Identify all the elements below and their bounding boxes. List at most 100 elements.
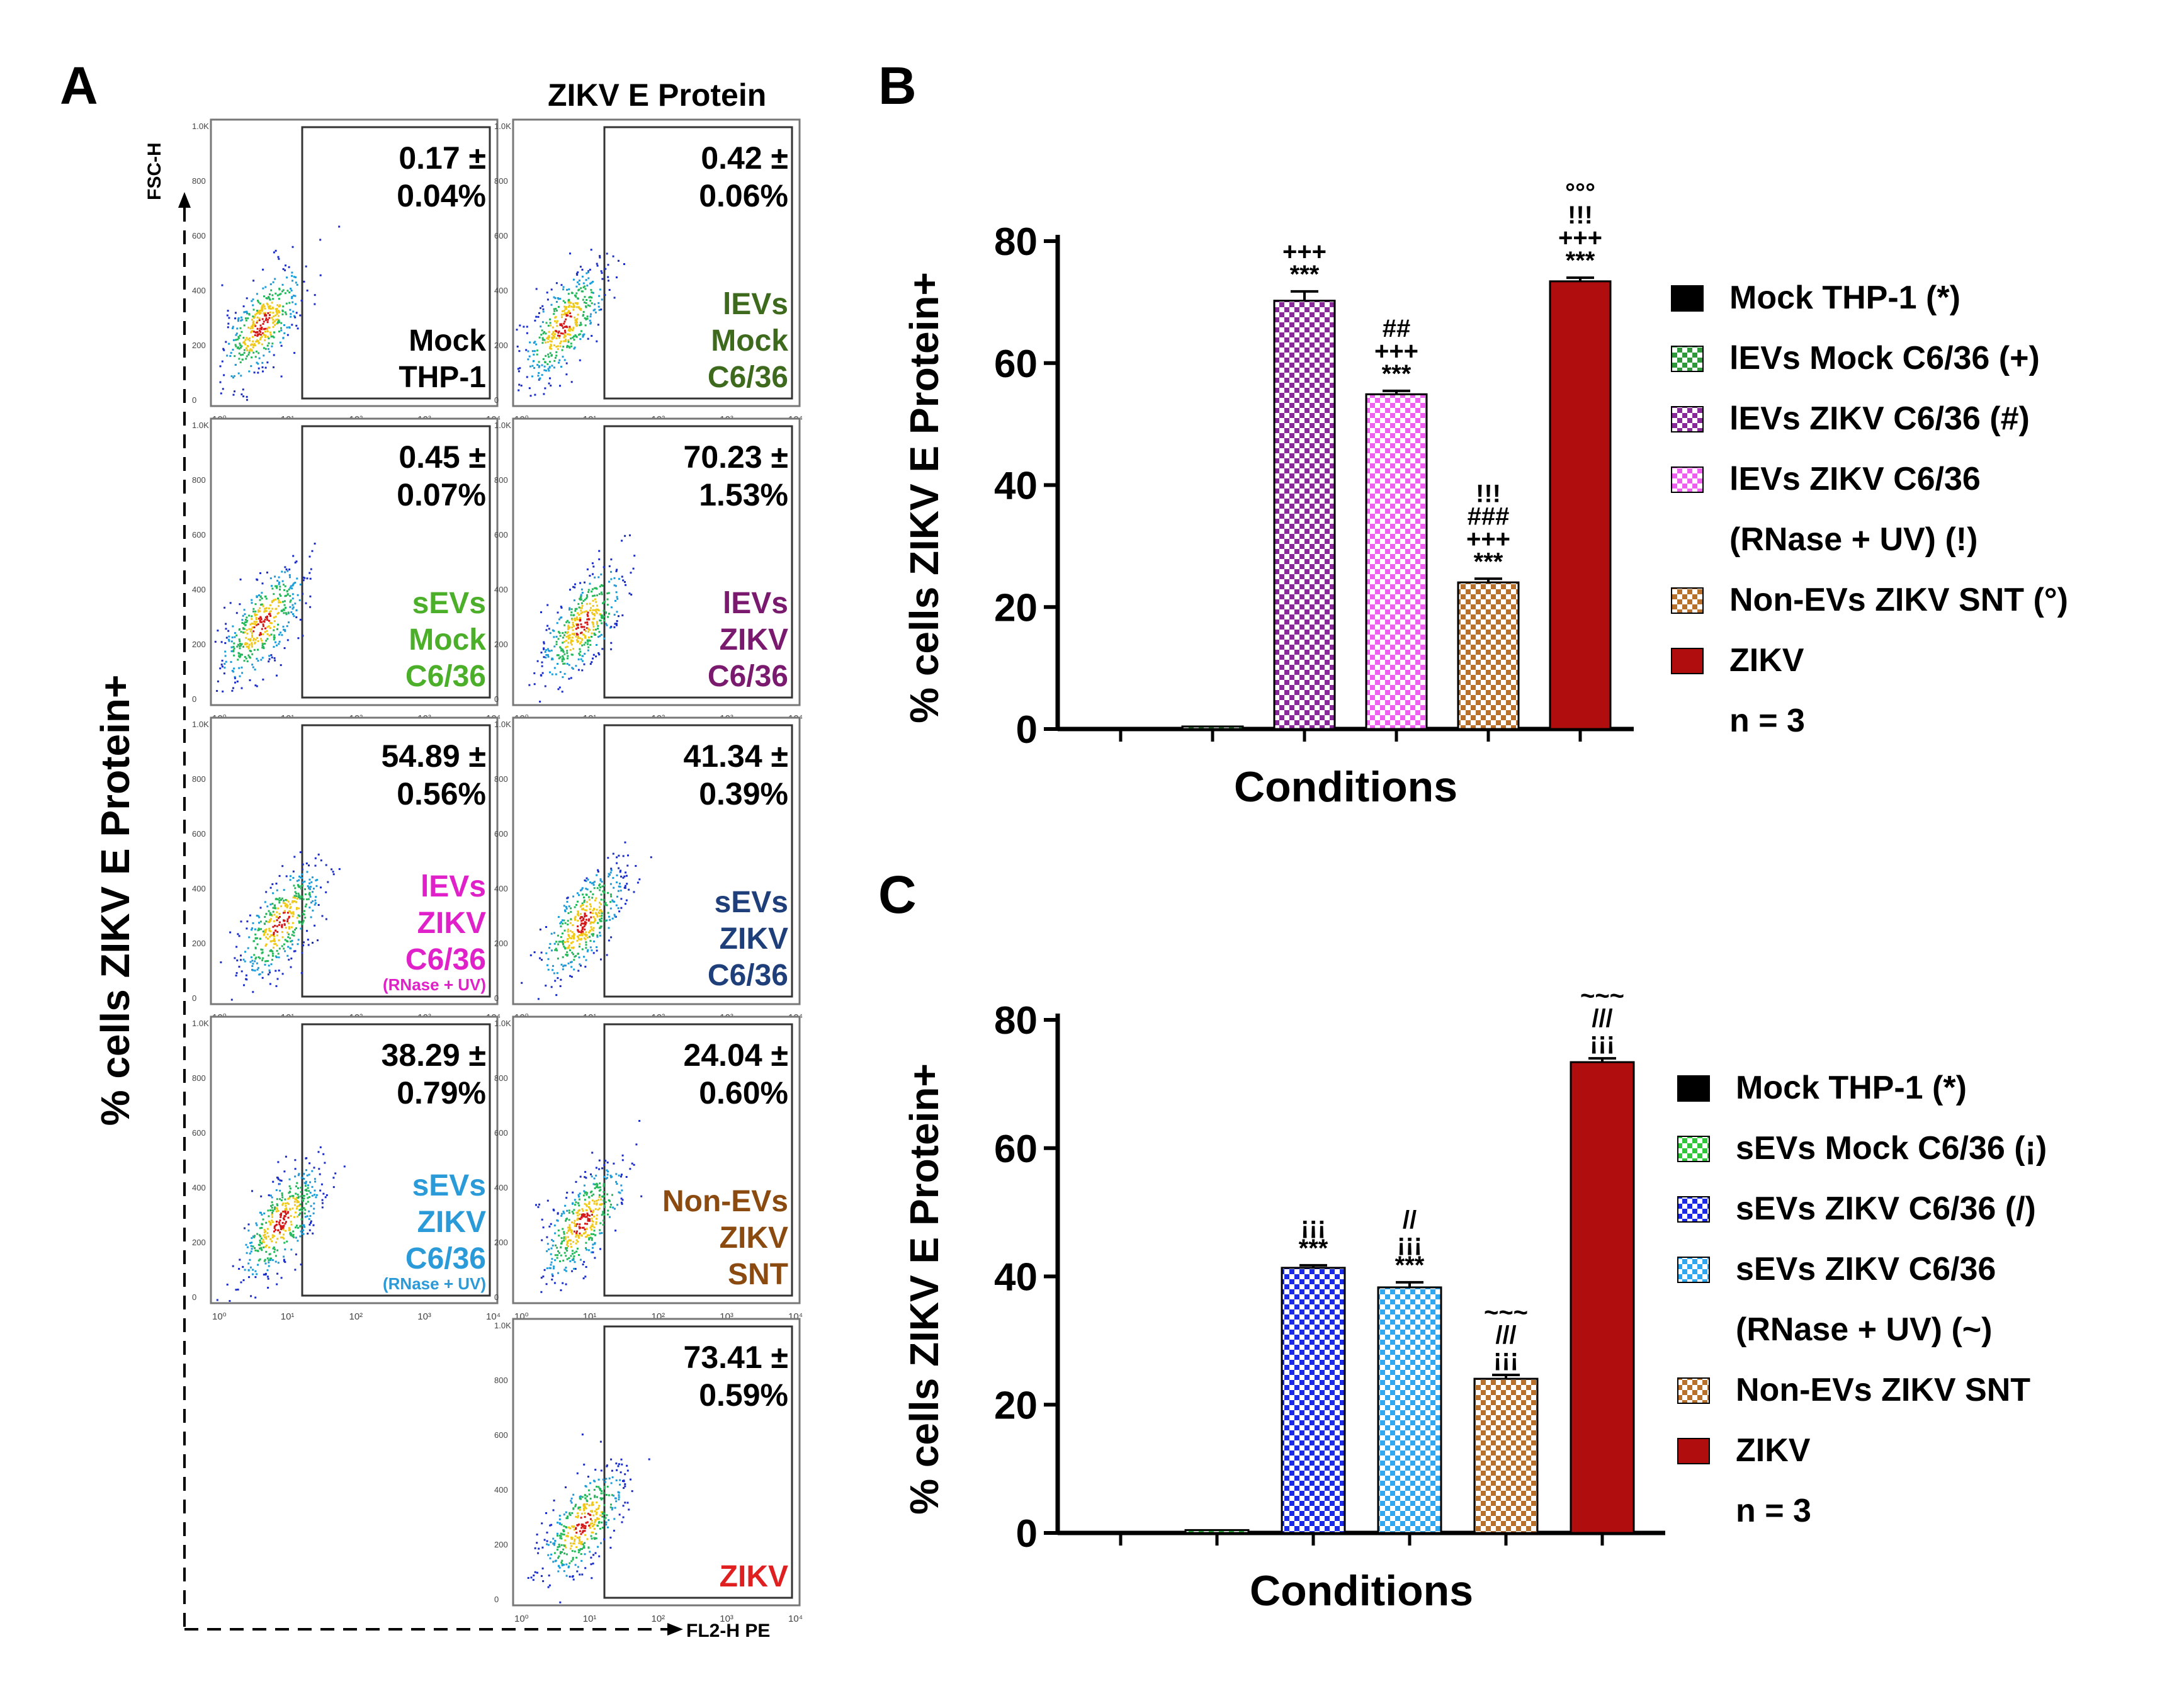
- flow-event: [578, 894, 580, 896]
- flow-event: [596, 908, 598, 911]
- flow-event: [298, 907, 300, 910]
- flow-ytick-label: 800: [494, 774, 508, 784]
- flow-event: [624, 1483, 626, 1485]
- flow-event: [280, 1228, 282, 1231]
- flow-event: [558, 335, 561, 337]
- flow-event: [581, 592, 584, 594]
- flow-event: [232, 376, 234, 379]
- flow-event: [618, 1174, 620, 1177]
- flow-event: [285, 313, 288, 315]
- flow-event: [550, 385, 552, 387]
- flow-event: [305, 862, 308, 864]
- flow-event: [572, 278, 575, 281]
- flow-event: [289, 1196, 291, 1198]
- flow-event: [269, 950, 271, 953]
- flow-event: [570, 643, 573, 646]
- flow-event: [628, 1508, 630, 1511]
- flow-event: [264, 1246, 267, 1248]
- flow-event: [607, 912, 609, 914]
- flow-ytick-label: 0: [192, 395, 196, 405]
- flow-event: [560, 1237, 563, 1240]
- flow-ytick-label: 600: [192, 829, 206, 839]
- flow-event: [269, 283, 272, 285]
- flow-event: [592, 1183, 595, 1185]
- flow-event: [560, 1246, 562, 1248]
- flow-event: [589, 1551, 591, 1553]
- flow-event: [597, 324, 599, 326]
- flow-event: [566, 954, 569, 956]
- flow-event: [593, 1489, 596, 1491]
- flow-ytick-label: 400: [494, 1183, 508, 1192]
- flow-event: [303, 941, 305, 944]
- flow-event: [573, 1230, 575, 1233]
- flow-event: [259, 907, 262, 909]
- flow-event: [300, 1264, 302, 1266]
- flow-event: [225, 341, 227, 343]
- flow-event: [607, 264, 609, 266]
- flow-ytick-label: 0: [494, 694, 499, 704]
- flow-event: [598, 1196, 601, 1198]
- flow-event: [581, 611, 584, 614]
- flow-event: [245, 358, 247, 360]
- flow-event: [291, 922, 294, 924]
- flow-event: [574, 1204, 576, 1206]
- flow-event: [245, 347, 247, 349]
- flow-event: [604, 1206, 606, 1208]
- flow-event: [289, 903, 291, 905]
- flow-event: [244, 951, 246, 953]
- flow-event: [597, 1508, 599, 1510]
- flow-event: [262, 633, 264, 635]
- flow-event: [286, 276, 288, 279]
- flow-event: [289, 595, 291, 597]
- flow-event: [594, 919, 596, 922]
- gate-sd: 0.06%: [699, 178, 788, 213]
- flow-event: [237, 346, 239, 349]
- flow-event: [281, 610, 283, 612]
- flow-event: [569, 252, 571, 255]
- flow-event: [595, 1221, 597, 1223]
- flow-event: [568, 621, 570, 624]
- flow-event: [286, 326, 288, 329]
- flow-event: [570, 961, 573, 963]
- flow-event: [570, 1542, 572, 1544]
- flow-event: [286, 290, 289, 292]
- flow-event: [545, 985, 547, 987]
- flow-event: [252, 304, 254, 307]
- flow-event: [276, 585, 278, 587]
- flow-event: [266, 336, 269, 338]
- flow-event: [558, 1252, 560, 1254]
- flow-event: [592, 629, 595, 631]
- flow-event: [591, 588, 594, 591]
- flow-event: [253, 626, 256, 628]
- flow-xtick-label: 10⁴: [788, 1614, 803, 1624]
- flow-event: [281, 310, 284, 312]
- flow-event: [254, 1270, 257, 1272]
- flow-event: [291, 1207, 294, 1210]
- flow-event: [587, 1512, 589, 1515]
- flow-event: [260, 638, 262, 640]
- flow-event: [569, 922, 572, 924]
- flow-event: [300, 927, 302, 930]
- flow-event: [261, 592, 263, 594]
- flow-event: [596, 1184, 599, 1186]
- flow-event: [252, 298, 254, 301]
- flow-event: [569, 1562, 571, 1564]
- flow-event: [580, 905, 582, 907]
- flow-event: [563, 672, 566, 675]
- flow-event: [295, 901, 297, 903]
- flow-event: [221, 360, 223, 363]
- flow-event: [599, 256, 601, 259]
- flow-event: [589, 315, 592, 318]
- flow-event: [599, 1229, 601, 1231]
- flow-event: [584, 324, 587, 327]
- flow-event: [633, 555, 636, 557]
- flow-ytick-label: 1.0K: [494, 421, 511, 430]
- flow-event: [297, 594, 299, 596]
- flow-event: [272, 599, 274, 602]
- flow-event: [596, 1518, 599, 1520]
- flow-event: [580, 632, 582, 635]
- flow-event: [272, 1247, 274, 1250]
- flow-event: [289, 1191, 291, 1194]
- flow-event: [263, 305, 266, 308]
- bar: [1089, 726, 1152, 730]
